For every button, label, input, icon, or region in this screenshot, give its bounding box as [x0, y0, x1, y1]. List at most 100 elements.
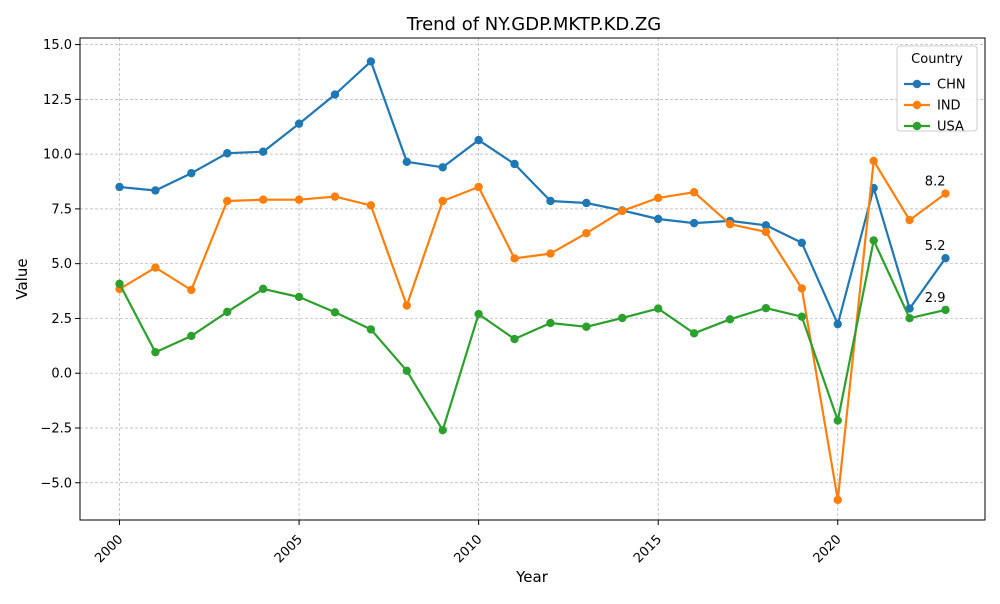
data-point: [689, 329, 699, 338]
y-tick-label: 10.0: [43, 148, 72, 163]
legend-title: Country: [911, 52, 963, 67]
data-point: [833, 495, 842, 505]
legend-marker: [912, 121, 922, 131]
data-point: [151, 186, 160, 195]
legend-marker: [912, 100, 922, 110]
data-point: [797, 312, 807, 321]
data-point: [582, 198, 591, 208]
data-point: [330, 192, 340, 201]
y-tick-label: 12.5: [43, 93, 72, 108]
y-tick-label: 5.0: [51, 257, 72, 272]
y-tick-label: −2.5: [40, 421, 72, 436]
data-point: [115, 279, 124, 289]
legend-entry-ind: IND: [904, 99, 961, 114]
data-point: [510, 254, 519, 263]
data-point: [546, 249, 555, 258]
data-point: [151, 263, 160, 272]
x-axis-label: Year: [515, 568, 549, 586]
data-point: [294, 119, 304, 128]
legend-entry-chn: CHN: [904, 78, 966, 93]
data-point: [510, 159, 519, 169]
data-point: [761, 303, 771, 313]
series-ind: [115, 156, 950, 505]
data-point: [366, 57, 376, 66]
grid: [80, 38, 985, 520]
data-point: [941, 305, 950, 315]
data-point: [797, 238, 807, 248]
data-point: [474, 182, 483, 192]
legend-entry-usa: USA: [904, 120, 964, 135]
data-point: [941, 189, 950, 198]
data-point: [223, 307, 232, 317]
legend-label: CHN: [937, 78, 966, 93]
data-point: [294, 292, 304, 302]
data-point: [402, 157, 412, 166]
data-point: [366, 325, 376, 334]
series-line-chn: [119, 60, 947, 326]
data-point: [689, 218, 699, 228]
y-tick-label: −5.0: [40, 476, 72, 491]
y-tick-label: 2.5: [51, 312, 72, 327]
data-point: [330, 308, 340, 317]
data-point: [905, 304, 914, 313]
data-point: [546, 196, 555, 206]
data-point: [905, 215, 914, 225]
data-point: [869, 156, 878, 166]
series-usa: [115, 236, 950, 435]
y-axis-ticks: −5.0 −2.5 0.0 2.5 5.0 7.5 10.0 12.5 15.0: [40, 38, 80, 491]
data-point: [653, 214, 663, 224]
data-point: [761, 227, 771, 237]
data-point: [725, 220, 735, 229]
data-point: [187, 285, 196, 295]
data-point: [905, 314, 914, 323]
data-point: [223, 149, 232, 158]
data-point: [653, 304, 663, 313]
data-point: [653, 193, 663, 203]
y-tick-label: 15.0: [43, 38, 72, 53]
data-point: [474, 309, 483, 319]
data-point: [546, 318, 555, 328]
end-value-label: 8.2: [925, 175, 946, 190]
end-value-label: 5.2: [925, 239, 946, 254]
series-chn: [115, 57, 950, 329]
data-point: [438, 196, 447, 206]
legend-entries: CHN IND USA: [904, 78, 966, 135]
legend-label: IND: [937, 99, 961, 114]
data-point: [294, 195, 304, 204]
data-point: [474, 135, 483, 145]
data-point: [689, 188, 699, 197]
legend-marker: [912, 79, 922, 89]
end-labels: 5.2 8.2 2.9: [925, 175, 946, 306]
y-tick-label: 7.5: [51, 202, 72, 217]
series-line-ind: [118, 159, 947, 501]
data-point: [115, 182, 124, 192]
data-point: [402, 301, 412, 310]
data-point: [438, 425, 447, 435]
data-point: [366, 201, 376, 210]
series-lines: [115, 57, 950, 505]
data-point: [761, 221, 771, 230]
end-value-label: 2.9: [925, 291, 946, 306]
plot-frame: [79, 37, 986, 521]
legend: Country CHN IND USA: [896, 45, 978, 135]
legend-box: [896, 45, 978, 132]
data-point: [151, 347, 160, 357]
data-point: [725, 315, 735, 324]
data-point: [797, 284, 807, 293]
data-point: [869, 236, 878, 245]
data-point: [258, 195, 268, 204]
data-point: [438, 163, 447, 172]
data-point: [402, 366, 412, 375]
data-point: [223, 196, 232, 206]
data-point: [187, 168, 196, 178]
data-point: [941, 253, 950, 263]
data-point: [330, 90, 340, 99]
data-point: [187, 331, 196, 341]
legend-label: USA: [937, 120, 964, 135]
chart-title: Trend of NY.GDP.MKTP.KD.ZG: [406, 14, 662, 35]
data-point: [582, 322, 591, 331]
data-point: [833, 319, 842, 329]
